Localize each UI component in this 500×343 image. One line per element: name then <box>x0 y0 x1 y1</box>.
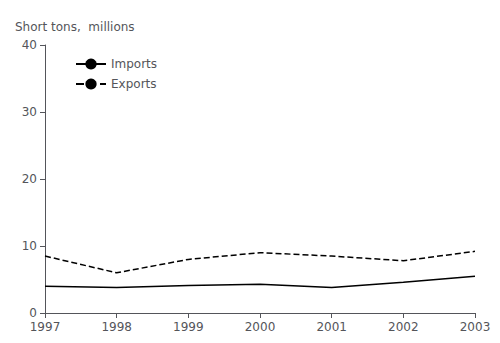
svg-text:Exports: Exports <box>111 77 157 91</box>
svg-text:1997: 1997 <box>30 320 61 334</box>
svg-text:40: 40 <box>22 38 37 52</box>
svg-text:1998: 1998 <box>101 320 132 334</box>
svg-text:10: 10 <box>22 239 37 253</box>
svg-text:0: 0 <box>29 306 37 320</box>
svg-text:1999: 1999 <box>173 320 204 334</box>
svg-text:20: 20 <box>22 172 37 186</box>
svg-text:30: 30 <box>22 105 37 119</box>
svg-text:2000: 2000 <box>245 320 276 334</box>
svg-text:Short tons, millions: Short tons, millions <box>15 20 135 34</box>
svg-text:2001: 2001 <box>316 320 347 334</box>
svg-text:2003: 2003 <box>460 320 491 334</box>
svg-text:Imports: Imports <box>111 57 157 71</box>
svg-text:2002: 2002 <box>388 320 419 334</box>
